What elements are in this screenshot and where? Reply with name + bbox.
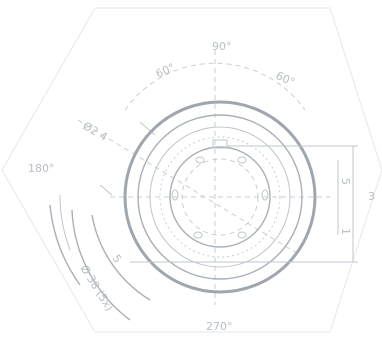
- bolt-hole: [261, 189, 269, 201]
- left-inner-arc: [59, 194, 71, 251]
- diagonal-centerline: [77, 119, 301, 256]
- label-arc-outer: Ø 38 (5x): [77, 263, 115, 314]
- outer-ring-circle: [137, 114, 303, 280]
- label-top: 90°: [212, 40, 232, 53]
- bolt-hole: [195, 156, 205, 164]
- key-notch: [212, 139, 228, 149]
- hexagon-outline: [1, 7, 382, 333]
- label-left: 180°: [28, 162, 55, 175]
- top-angle-arc: [124, 62, 306, 111]
- hub-circle: [169, 146, 271, 248]
- tick-mark: [99, 184, 113, 196]
- outer-disc-circle: [123, 100, 317, 294]
- bolt-hole: [193, 231, 203, 239]
- left-outer-arc-2: [71, 209, 131, 321]
- bolt-hole: [171, 189, 179, 201]
- label-bottom: 270°: [206, 320, 233, 333]
- label-left-upper: Ø2 4: [81, 119, 110, 143]
- label-right: 3: [368, 190, 375, 203]
- left-mid-arc: [91, 214, 151, 301]
- bolt-circle: [181, 158, 259, 236]
- leader-line: [139, 121, 156, 136]
- bolt-hole: [237, 231, 247, 239]
- label-top-left: 60°: [154, 61, 177, 81]
- middle-circle: [149, 126, 291, 268]
- left-outer-arc: [49, 204, 81, 286]
- bolt-hole: [237, 156, 247, 164]
- dotted-circle: [159, 136, 281, 258]
- label-right-dim-a: 5: [339, 178, 352, 185]
- label-right-dim-b: 1: [339, 228, 352, 235]
- label-top-right: 60°: [274, 69, 297, 89]
